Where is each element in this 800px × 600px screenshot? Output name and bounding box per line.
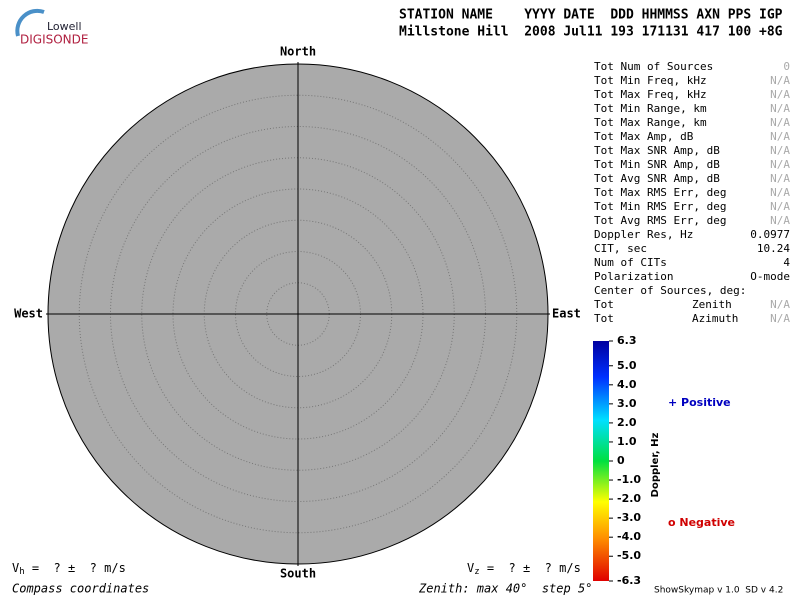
vh-symbol: V — [12, 561, 19, 575]
header-values: Millstone Hill 2008 Jul11 193 171131 417… — [399, 25, 783, 40]
stat-value: 0.0977 — [750, 228, 790, 241]
stat-value: N/A — [770, 102, 790, 115]
stat-value: N/A — [770, 186, 790, 199]
stat-label: Num of CITs — [594, 256, 667, 269]
colorbar-tick-label: 5.0 — [617, 359, 637, 372]
logo-arc — [15, 8, 45, 37]
stat-value: N/A — [770, 130, 790, 143]
stat-label: Tot Max Range, km — [594, 116, 707, 129]
stat-label: Tot Max Amp, dB — [594, 130, 694, 143]
center-label: Center of Sources, deg: — [594, 284, 746, 297]
colorbar-title: Doppler, Hz — [650, 433, 661, 498]
stat-value: N/A — [770, 144, 790, 157]
stat-value: N/A — [770, 158, 790, 171]
stat-value: 4 — [783, 256, 790, 269]
stat-label: CIT, sec — [594, 242, 647, 255]
zenith-note: Zenith: max 40° step 5° — [418, 582, 592, 596]
compass-note: Compass coordinates — [12, 582, 149, 596]
stat-value: 0 — [783, 60, 790, 73]
stat-label: Tot Min SNR Amp, dB — [594, 158, 720, 171]
logo-top: Lowell — [47, 20, 82, 33]
stat-value: N/A — [770, 172, 790, 185]
center-row-value: N/A — [770, 298, 790, 311]
stat-value: N/A — [770, 74, 790, 87]
vh-text: = ? ± ? m/s — [25, 561, 126, 575]
colorbar-tick-label: 6.3 — [617, 334, 637, 347]
east-label: East — [552, 307, 581, 321]
colorbar-tick-label: 0 — [617, 454, 625, 467]
colorbar-tick-label: -2.0 — [617, 492, 641, 505]
center-row-coord: Zenith — [692, 298, 732, 311]
stat-label: Polarization — [594, 270, 673, 283]
stat-label: Tot Max RMS Err, deg — [594, 186, 726, 199]
colorbar-tick-label: -6.3 — [617, 574, 641, 587]
colorbar-tick-label: 1.0 — [617, 435, 637, 448]
stat-label: Tot Min RMS Err, deg — [594, 200, 726, 213]
colorbar-tick-label: -1.0 — [617, 473, 641, 486]
stat-value: O-mode — [750, 270, 790, 283]
stat-value: 10.24 — [757, 242, 790, 255]
center-row-value: N/A — [770, 312, 790, 325]
center-row-coord: Azimuth — [692, 312, 738, 325]
colorbar-tick-label: -4.0 — [617, 530, 641, 543]
stat-label: Tot Min Freq, kHz — [594, 74, 707, 87]
stat-label: Doppler Res, Hz — [594, 228, 693, 241]
colorbar-tick-label: 4.0 — [617, 378, 637, 391]
vz-sub: z — [474, 567, 479, 577]
vz-line: Vz = ? ± ? m/s — [467, 561, 581, 577]
colorbar-tick-label: -3.0 — [617, 511, 641, 524]
stat-value: N/A — [770, 116, 790, 129]
version: ShowSkymap v 1.0 SD v 4.2 — [654, 586, 783, 596]
south-label: South — [280, 567, 316, 581]
west-label: West — [14, 307, 43, 321]
vz-symbol: V — [467, 561, 474, 575]
center-row-label: Tot — [594, 312, 614, 325]
vh-line: Vh = ? ± ? m/s — [12, 561, 126, 577]
stat-value: N/A — [770, 214, 790, 227]
stat-label: Tot Avg SNR Amp, dB — [594, 172, 720, 185]
colorbar-tick-label: 2.0 — [617, 416, 637, 429]
north-label: North — [280, 45, 316, 59]
vh-sub: h — [19, 567, 24, 577]
stat-label: Tot Num of Sources — [594, 60, 713, 73]
colorbar-tick-label: -5.0 — [617, 549, 641, 562]
stat-label: Tot Min Range, km — [594, 102, 707, 115]
center-row-label: Tot — [594, 298, 614, 311]
legend-negative: o Negative — [668, 516, 735, 529]
stat-value: N/A — [770, 88, 790, 101]
stat-label: Tot Max SNR Amp, dB — [594, 144, 720, 157]
stat-label: Tot Max Freq, kHz — [594, 88, 707, 101]
colorbar — [593, 341, 609, 581]
colorbar-tick-label: 3.0 — [617, 397, 637, 410]
stat-label: Tot Avg RMS Err, deg — [594, 214, 726, 227]
legend-positive: + Positive — [668, 396, 731, 409]
stat-value: N/A — [770, 200, 790, 213]
logo-bottom: DIGISONDE — [20, 33, 88, 47]
vz-text: = ? ± ? m/s — [480, 561, 581, 575]
header-columns: STATION NAME YYYY DATE DDD HHMMSS AXN PP… — [399, 8, 783, 23]
